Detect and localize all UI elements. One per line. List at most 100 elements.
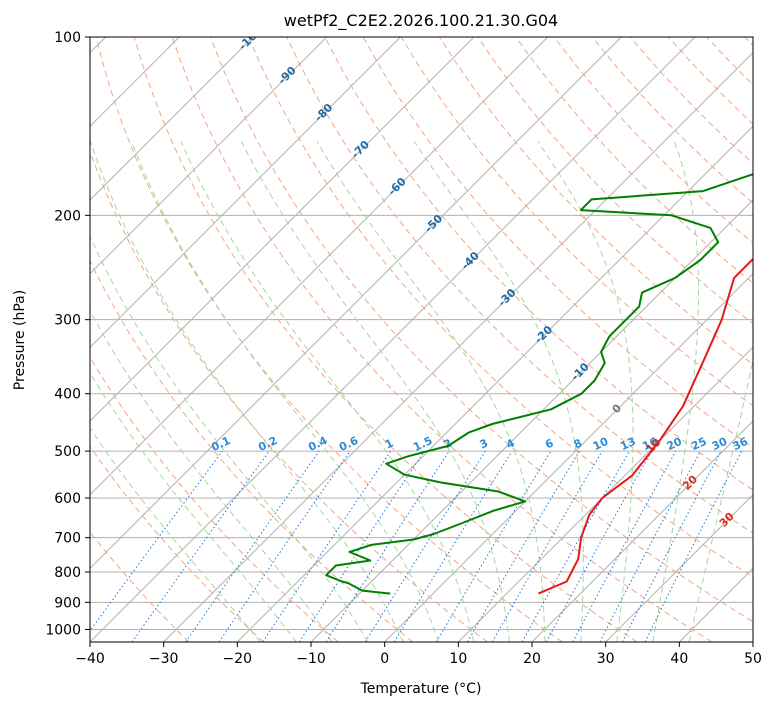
moist-adiabat-line <box>131 141 439 642</box>
x-tick-label: −30 <box>149 651 179 667</box>
mixing-ratio-label: 36 <box>731 435 751 453</box>
line-annotations: 0.1 0.2 0.4 0.6 1 1.5 2 3 4 6 8 10 13 16 20 25 30 36-100-… <box>209 24 773 567</box>
dry-adiabat-line <box>90 356 339 642</box>
mixing-ratio-line <box>90 450 223 632</box>
x-tick-label: −10 <box>296 651 326 667</box>
isotherm-label: -80 <box>312 101 335 124</box>
y-tick-label: 800 <box>54 565 81 581</box>
x-tick-label: −40 <box>75 651 105 667</box>
isotherm-line <box>90 37 696 642</box>
isotherm-label: -100 <box>236 24 265 53</box>
isotherm-line <box>457 346 753 642</box>
moist-adiabat-line <box>90 427 261 642</box>
y-tick-label: 100 <box>54 30 81 46</box>
y-tick-label: 700 <box>54 531 81 547</box>
mixing-ratio-line <box>131 450 270 642</box>
dry-adiabat-line <box>706 37 753 86</box>
y-tick-label: 900 <box>54 595 81 611</box>
isotherm-line <box>236 125 753 642</box>
mixing-ratio-label: 30 <box>710 435 730 453</box>
isotherm-label: -20 <box>532 323 555 346</box>
moist-adiabat-line <box>688 358 753 642</box>
y-tick-label: 1000 <box>45 622 81 638</box>
x-tick-label: 10 <box>449 651 467 667</box>
mixing-ratio-line <box>644 450 743 642</box>
moist-adiabat-line <box>240 141 510 642</box>
mixing-ratio-label: 3 <box>478 436 490 451</box>
isotherm-line <box>605 493 753 642</box>
dry-adiabat-line <box>95 37 563 642</box>
x-tick-label: 30 <box>597 651 615 667</box>
isotherm-label: -30 <box>495 286 518 309</box>
mixing-ratio-line <box>393 450 513 642</box>
mixing-ratio-line <box>218 450 351 642</box>
moist-adiabat-line <box>90 141 404 642</box>
y-tick-label: 300 <box>54 313 81 329</box>
profile-series <box>325 173 753 595</box>
y-axis-label: Pressure (hPa) <box>12 290 28 390</box>
moist-adiabat-line <box>652 141 699 642</box>
dry-adiabat-line <box>210 37 753 623</box>
dry-adiabat-line <box>286 37 753 534</box>
dry-adiabat-line <box>90 150 488 642</box>
dry-adiabat-line <box>90 259 414 642</box>
isotherm-line <box>90 37 401 349</box>
y-tick-label: 200 <box>54 208 81 224</box>
x-axis: −40 −30 −20 −10 0 10 20 30 40 50 <box>75 642 762 667</box>
isotherm-label: -90 <box>276 64 299 87</box>
mixing-ratio-line <box>572 450 677 642</box>
isotherm-line <box>531 420 753 642</box>
moist-adiabat-line <box>413 141 584 642</box>
isotherm-label: 30 <box>717 510 737 530</box>
dry-adiabat-line <box>171 37 712 642</box>
mixing-ratio-line <box>298 450 425 642</box>
isotherm-line <box>752 641 753 642</box>
isotherm-line <box>90 37 475 422</box>
isotherm-line <box>90 37 549 496</box>
dry-adiabat-line <box>90 445 264 642</box>
isotherm-label: 20 <box>680 473 700 493</box>
x-tick-label: 40 <box>670 651 688 667</box>
isotherm-label: 40 <box>753 547 773 567</box>
mixing-ratio-line <box>545 450 653 642</box>
isotherm-line <box>90 37 328 275</box>
isotherm-label: -10 <box>569 360 592 383</box>
x-tick-label: −20 <box>223 651 253 667</box>
isotherm-label: 0 <box>610 401 625 416</box>
y-tick-label: 600 <box>54 491 81 507</box>
isotherm-label: -70 <box>349 138 372 161</box>
chart-title: wetPf2_C2E2.2026.100.21.30.G04 <box>284 11 558 31</box>
mixing-ratio-line <box>435 450 552 642</box>
dry-adiabat-line <box>133 37 638 642</box>
mixing-ratio-label: 16 <box>640 435 660 453</box>
dry-adiabat-line <box>668 37 753 125</box>
x-tick-label: 20 <box>523 651 541 667</box>
dry-adiabat-line <box>90 531 190 642</box>
mixing-ratio-line <box>262 450 392 642</box>
mixing-ratio-line <box>185 450 320 642</box>
x-axis-label: Temperature (°C) <box>360 681 482 697</box>
isotherm-label: -60 <box>386 175 409 198</box>
dry-adiabat-line <box>515 37 753 284</box>
moist-adiabat-line <box>316 141 546 642</box>
isotherm-line <box>163 51 753 642</box>
dry-adiabat-line <box>324 37 753 491</box>
dry-adiabat-line <box>591 37 753 204</box>
isotherm-line <box>90 37 254 201</box>
moist-adiabat-line <box>90 309 333 642</box>
x-tick-label: 50 <box>744 651 762 667</box>
mixing-ratio-line <box>325 450 450 642</box>
isotherm-label: -40 <box>459 249 482 272</box>
isotherm-line <box>384 272 753 642</box>
moist-adiabat-line <box>537 141 634 642</box>
mixing-ratio-label: 10 <box>591 435 611 453</box>
isotherm-line <box>90 37 622 570</box>
moist-adiabat-line <box>90 371 297 642</box>
mixing-ratio-label: 13 <box>618 435 637 453</box>
isotherm-line <box>678 567 753 642</box>
background-lines <box>90 37 753 642</box>
dry-adiabat-line <box>744 37 753 47</box>
x-tick-label: 0 <box>380 651 389 667</box>
plot-frame <box>89 36 754 643</box>
